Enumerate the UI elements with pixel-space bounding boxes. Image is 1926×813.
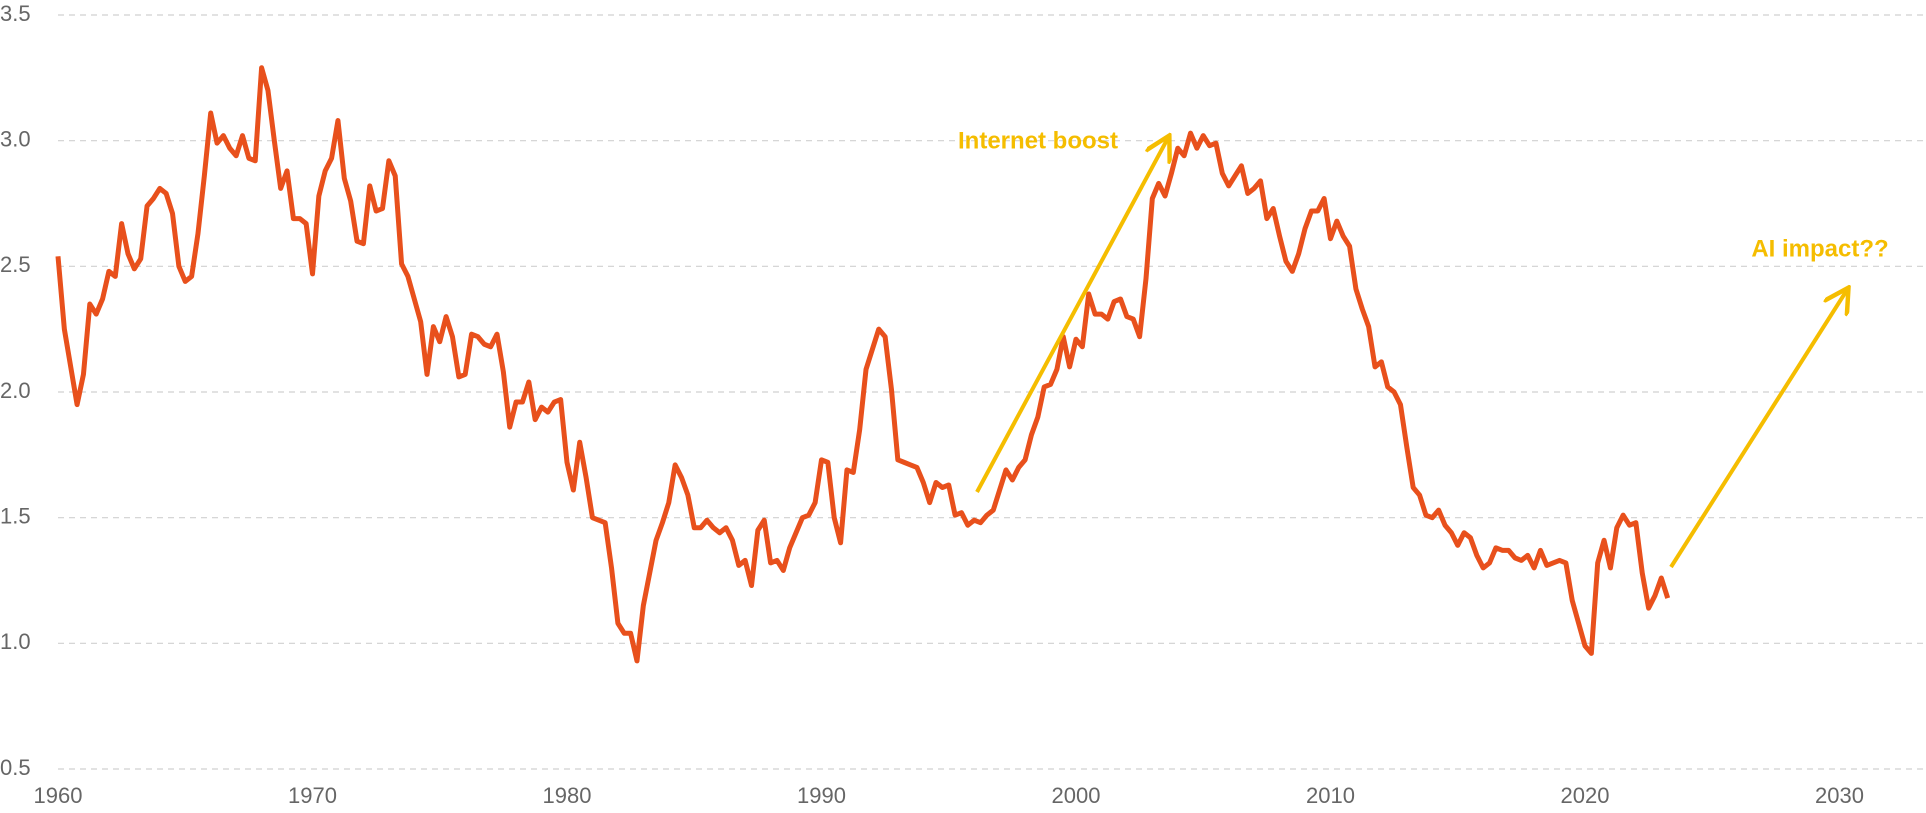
y-tick-label: 1.0 [0,629,31,654]
plot: Internet boost AI impact?? [55,65,1889,664]
y-tick-label: 2.0 [0,378,31,403]
x-tick-label: 1960 [34,783,83,808]
y-tick-label: 3.5 [0,1,31,26]
annotation-arrow [975,138,1168,493]
y-tick-label: 0.5 [0,755,31,780]
annotation-text: Internet boost [958,127,1118,154]
x-tick-label: 2010 [1306,783,1355,808]
annotation-arrow [1669,290,1847,569]
y-tick-label: 3.0 [0,126,31,151]
y-tick-label: 1.5 [0,503,31,528]
data-line [55,65,1671,664]
x-tick-label: 2030 [1815,783,1864,808]
x-tick-label: 1980 [543,783,592,808]
x-tick-label: 1970 [288,783,337,808]
x-tick-label: 1990 [797,783,846,808]
x-tick-label: 2020 [1560,783,1609,808]
x-tick-label: 2000 [1052,783,1101,808]
y-tick-label: 2.5 [0,252,31,277]
annotation-text: AI impact?? [1751,235,1888,262]
